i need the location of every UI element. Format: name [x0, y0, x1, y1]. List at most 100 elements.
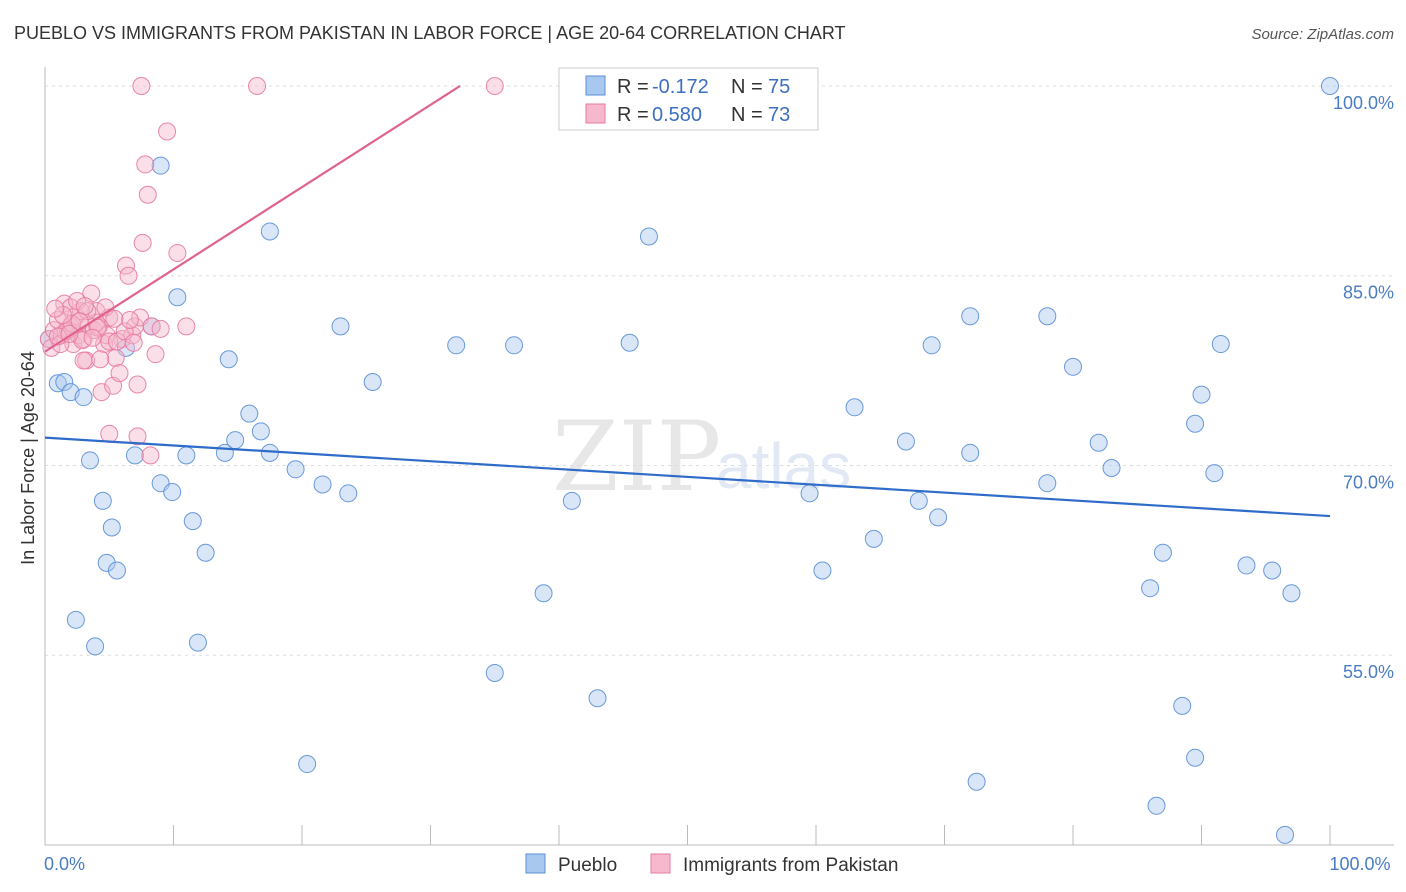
pakistan-trend-line — [44, 85, 461, 353]
watermark: ZIP atlas — [552, 401, 851, 513]
pueblo-point-38 — [534, 584, 553, 603]
stats-r-value-pakistan: 0.580 — [652, 104, 702, 126]
pueblo-point-17 — [163, 483, 182, 502]
pueblo-point-30 — [298, 755, 317, 774]
pakistan-point-28 — [119, 266, 138, 285]
y-tick-label-3: 55.0% — [1343, 662, 1394, 682]
axes — [44, 67, 1394, 846]
y-tick-label-1: 85.0% — [1343, 283, 1394, 303]
pueblo-point-65 — [1186, 414, 1205, 433]
pueblo-point-50 — [929, 508, 948, 527]
pueblo-point-12 — [168, 288, 187, 307]
pueblo-point-61 — [1147, 796, 1166, 815]
pueblo-point-26 — [251, 422, 270, 441]
x-tick-label-0: 0.0% — [44, 854, 85, 874]
pakistan-point-41 — [132, 76, 151, 95]
pueblo-point-63 — [1173, 696, 1192, 715]
pueblo-point-53 — [961, 443, 980, 462]
pueblo-point-1 — [55, 372, 74, 391]
pueblo-point-52 — [961, 307, 980, 326]
pakistan-point-37 — [151, 319, 170, 338]
pueblo-point-35 — [447, 336, 466, 355]
pueblo-point-10 — [86, 637, 105, 656]
pueblo-point-33 — [339, 484, 358, 503]
pakistan-point-57 — [141, 446, 160, 465]
pueblo-trend-line — [44, 436, 1331, 518]
pakistan-point-52 — [78, 302, 97, 321]
x-tick-labels: 0.0% 100.0% — [44, 854, 1391, 874]
pueblo-point-11 — [151, 156, 170, 175]
pueblo-point-72 — [1282, 584, 1301, 603]
series-pakistan-points — [39, 76, 504, 465]
pueblo-point-47 — [864, 529, 883, 548]
pueblo-point-62 — [1153, 543, 1172, 562]
pakistan-point-62 — [75, 297, 94, 316]
pueblo-point-20 — [196, 543, 215, 562]
pakistan-point-12 — [74, 329, 93, 348]
pueblo-point-37 — [505, 336, 524, 355]
pueblo-point-4 — [80, 451, 99, 470]
watermark-atlas: atlas — [716, 430, 851, 502]
pueblo-point-70 — [1263, 561, 1282, 580]
pakistan-point-72 — [124, 333, 143, 352]
pakistan-point-59 — [100, 424, 119, 443]
pueblo-point-58 — [1089, 433, 1108, 452]
pueblo-point-41 — [620, 333, 639, 352]
pueblo-point-66 — [1192, 385, 1211, 404]
pakistan-point-38 — [158, 122, 177, 141]
pakistan-point-31 — [128, 427, 147, 446]
pueblo-point-34 — [363, 372, 382, 391]
pueblo-point-67 — [1205, 464, 1224, 483]
pueblo-point-0 — [48, 374, 67, 393]
pueblo-point-8 — [107, 561, 126, 580]
pakistan-point-19 — [92, 383, 111, 402]
pueblo-point-9 — [66, 610, 85, 629]
pueblo-point-46 — [845, 398, 864, 417]
pueblo-point-7 — [97, 553, 116, 572]
x-tick-label-1: 100.0% — [1329, 854, 1390, 874]
pakistan-point-45 — [100, 332, 119, 351]
pakistan-point-58 — [128, 375, 147, 394]
y-axis-label: In Labor Force | Age 20-64 — [18, 351, 38, 565]
pueblo-point-73 — [1321, 76, 1339, 95]
pueblo-point-64 — [1186, 748, 1205, 767]
pakistan-point-39 — [168, 243, 187, 262]
pakistan-point-25 — [110, 364, 129, 383]
stats-legend-swatch-pakistan — [585, 103, 606, 124]
pueblo-point-15 — [125, 446, 144, 465]
y-tick-labels: 100.0% 85.0% 70.0% 55.0% — [1333, 93, 1394, 682]
pueblo-point-29 — [286, 460, 305, 479]
series-legend: Pueblo Immigrants from Pakistan — [525, 853, 898, 876]
pueblo-point-57 — [1064, 357, 1082, 376]
pueblo-point-5 — [93, 491, 112, 510]
pakistan-point-69 — [53, 305, 72, 324]
pakistan-point-47 — [74, 351, 93, 370]
pueblo-point-6 — [102, 518, 121, 537]
pueblo-point-60 — [1141, 579, 1160, 598]
pakistan-point-44 — [136, 155, 155, 174]
pakistan-point-56 — [120, 311, 139, 330]
watermark-zip: ZIP — [552, 401, 721, 513]
pakistan-point-66 — [70, 312, 89, 331]
pueblo-point-39 — [562, 491, 581, 510]
pueblo-point-56 — [1038, 307, 1057, 326]
gridlines — [45, 85, 1394, 656]
pueblo-point-19 — [183, 512, 202, 531]
pueblo-point-54 — [967, 772, 986, 791]
chart-title: PUEBLO VS IMMIGRANTS FROM PAKISTAN IN LA… — [14, 23, 846, 43]
y-tick-label-2: 70.0% — [1343, 472, 1394, 492]
stats-r-value-pueblo: -0.172 — [652, 76, 709, 98]
stats-legend-swatch-pueblo — [585, 75, 606, 96]
trend-lines — [44, 85, 1331, 518]
pakistan-point-43 — [485, 76, 504, 95]
pueblo-point-40 — [588, 689, 607, 708]
pueblo-point-21 — [188, 633, 207, 652]
pueblo-point-36 — [485, 663, 504, 682]
pueblo-point-25 — [240, 404, 259, 423]
pueblo-point-59 — [1102, 459, 1121, 478]
pakistan-point-36 — [146, 345, 165, 364]
pueblo-point-71 — [1276, 825, 1295, 844]
pakistan-point-40 — [177, 317, 196, 336]
stats-r-label-pakistan: R = — [617, 104, 649, 126]
